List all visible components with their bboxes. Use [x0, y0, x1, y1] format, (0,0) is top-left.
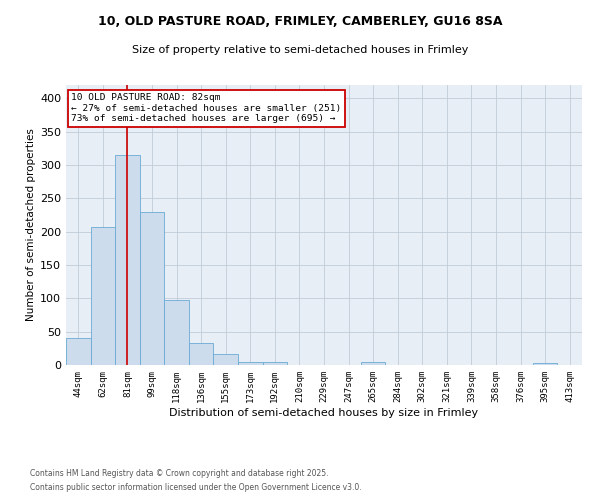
Bar	[214, 354, 238, 365]
Bar	[533, 363, 557, 365]
Text: 10 OLD PASTURE ROAD: 82sqm
← 27% of semi-detached houses are smaller (251)
73% o: 10 OLD PASTURE ROAD: 82sqm ← 27% of semi…	[71, 94, 341, 123]
Bar	[164, 300, 189, 365]
Bar	[140, 212, 164, 365]
Text: 10, OLD PASTURE ROAD, FRIMLEY, CAMBERLEY, GU16 8SA: 10, OLD PASTURE ROAD, FRIMLEY, CAMBERLEY…	[98, 15, 502, 28]
Bar	[361, 362, 385, 365]
X-axis label: Distribution of semi-detached houses by size in Frimley: Distribution of semi-detached houses by …	[169, 408, 479, 418]
Y-axis label: Number of semi-detached properties: Number of semi-detached properties	[26, 128, 36, 322]
Bar	[115, 155, 140, 365]
Text: Contains HM Land Registry data © Crown copyright and database right 2025.: Contains HM Land Registry data © Crown c…	[30, 468, 329, 477]
Bar	[91, 227, 115, 365]
Bar	[238, 362, 263, 365]
Bar	[189, 343, 214, 365]
Text: Size of property relative to semi-detached houses in Frimley: Size of property relative to semi-detach…	[132, 45, 468, 55]
Bar	[263, 362, 287, 365]
Text: Contains public sector information licensed under the Open Government Licence v3: Contains public sector information licen…	[30, 484, 362, 492]
Bar	[66, 338, 91, 365]
